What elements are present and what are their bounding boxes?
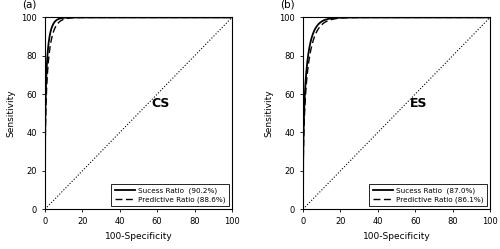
Legend: Sucess Ratio  (90.2%), Predictive Ratio (88.6%): Sucess Ratio (90.2%), Predictive Ratio (… xyxy=(112,184,229,206)
Text: CS: CS xyxy=(152,97,170,110)
Y-axis label: Sensitivity: Sensitivity xyxy=(6,89,16,137)
X-axis label: 100-Specificity: 100-Specificity xyxy=(104,232,172,241)
Text: ES: ES xyxy=(410,97,428,110)
X-axis label: 100-Specificity: 100-Specificity xyxy=(362,232,430,241)
Text: (b): (b) xyxy=(280,0,295,10)
Y-axis label: Sensitivity: Sensitivity xyxy=(264,89,274,137)
Text: (a): (a) xyxy=(22,0,37,10)
Legend: Sucess Ratio  (87.0%), Predictive Ratio (86.1%): Sucess Ratio (87.0%), Predictive Ratio (… xyxy=(370,184,487,206)
